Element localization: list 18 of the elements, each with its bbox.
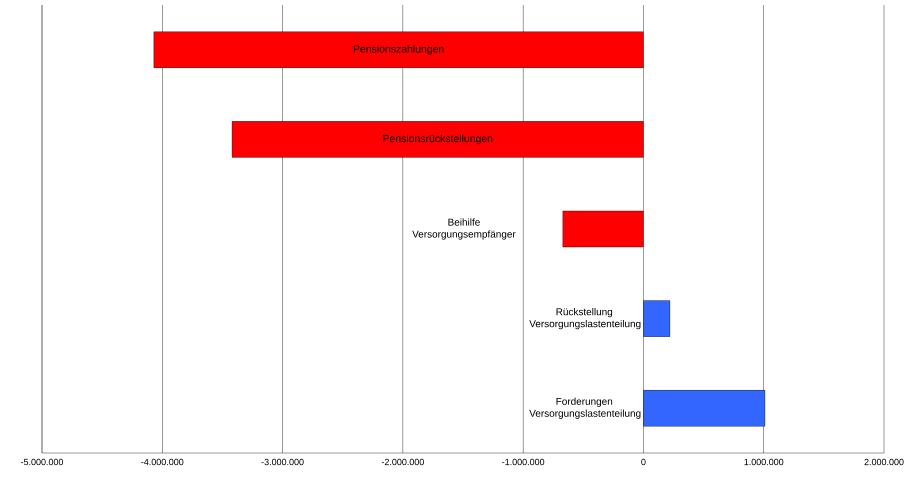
bar	[643, 300, 670, 337]
y-tick-label: Pensionszahlungen	[354, 44, 444, 55]
x-tick-label: 2.000.000	[864, 458, 904, 466]
y-tick-label: Pensionsrückstellungen	[383, 134, 492, 144]
bar	[562, 210, 644, 248]
y-tick-label: Forderungen Versorgungslastenteilung	[529, 398, 640, 419]
x-tick-label: -3.000.000	[262, 458, 304, 466]
bar	[154, 32, 644, 68]
bar	[643, 390, 766, 426]
x-tick-label: -5.000.000	[20, 458, 64, 466]
x-tick-label: -2.000.000	[382, 458, 424, 466]
x-tick-label: 1.000.000	[744, 458, 784, 466]
x-tick-label: 0	[641, 458, 646, 466]
y-tick-label: Rückstellung Versorgungslastenteilung	[529, 308, 640, 330]
y-tick-label: Beihilfe Versorgungsempfänger	[412, 218, 516, 240]
x-tick-label: -1.000.000	[502, 458, 544, 466]
bar	[232, 121, 644, 158]
x-tick-label: -4.000.000	[141, 458, 184, 466]
